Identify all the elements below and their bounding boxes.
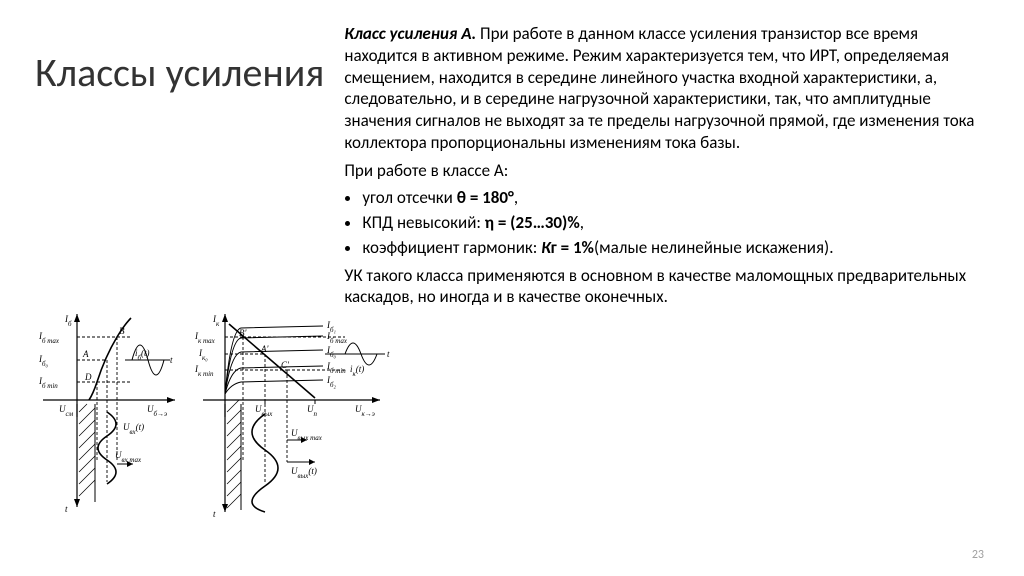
subhead: При работе в классе А: [344,160,989,182]
svg-text:A': A' [260,344,269,354]
svg-text:Iк min: Iк min [194,364,214,378]
footer-paragraph: УК такого класса применяются в основном … [344,265,989,309]
svg-text:t: t [170,355,173,365]
transistor-characteristic-diagram: Iб Iб max Iб₀ Iб min B A D iб(t) t Uб→э … [35,312,395,522]
svg-text:Uвых: Uвых [255,404,273,418]
svg-text:Uсм: Uсм [59,404,74,418]
list-item: коэффициент гармоник: Кг = 1%(малые нели… [362,237,989,259]
svg-text:iк(t): iк(t) [350,364,364,378]
svg-text:Uк→э: Uк→э [355,404,375,418]
svg-text:t: t [213,509,216,519]
svg-text:t: t [387,349,390,359]
page-title: Классы усиления [35,48,324,97]
list-item: КПД невысокий: η = (25…30)%, [362,212,989,234]
svg-text:Iб min: Iб min [326,361,346,375]
svg-text:Iб min: Iб min [38,376,58,390]
svg-text:B': B' [239,328,247,338]
bullet-list: угол отсечки θ = 180°, КПД невысокий: η … [344,187,989,258]
svg-text:Iк: Iк [212,314,220,328]
svg-text:D: D [84,372,92,382]
svg-text:Uвх(t): Uвх(t) [123,422,144,436]
svg-text:Iб: Iб [64,314,72,328]
svg-text:Iб₂: Iб₂ [326,375,337,389]
svg-text:Iк₀: Iк₀ [198,348,208,362]
svg-text:Iб max: Iб max [38,331,60,345]
svg-text:Uп: Uп [307,404,318,418]
svg-text:Iб max: Iб max [326,331,348,345]
svg-text:Iк max: Iк max [194,331,216,345]
svg-text:A: A [82,349,89,359]
svg-text:Uвых(t): Uвых(t) [291,466,317,480]
list-item: угол отсечки θ = 180°, [362,187,989,209]
main-paragraph: Класс усиления А. При работе в данном кл… [344,23,989,154]
svg-text:Uвх max: Uвх max [115,450,142,464]
svg-text:Iб₀: Iб₀ [38,354,49,368]
svg-text:B: B [119,326,125,336]
svg-text:Iб₀: Iб₀ [326,345,337,359]
body-text: Класс усиления А. При работе в данном кл… [344,20,989,314]
page-number: 23 [972,548,984,562]
svg-text:Uб→э: Uб→э [147,404,167,418]
svg-text:t: t [65,504,68,514]
svg-text:C': C' [281,360,290,370]
